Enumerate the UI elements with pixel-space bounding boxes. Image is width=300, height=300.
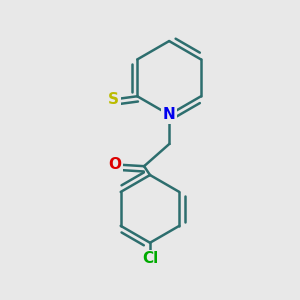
Text: N: N (163, 107, 175, 122)
Text: S: S (108, 92, 119, 107)
Text: O: O (108, 157, 121, 172)
Text: Cl: Cl (142, 251, 158, 266)
